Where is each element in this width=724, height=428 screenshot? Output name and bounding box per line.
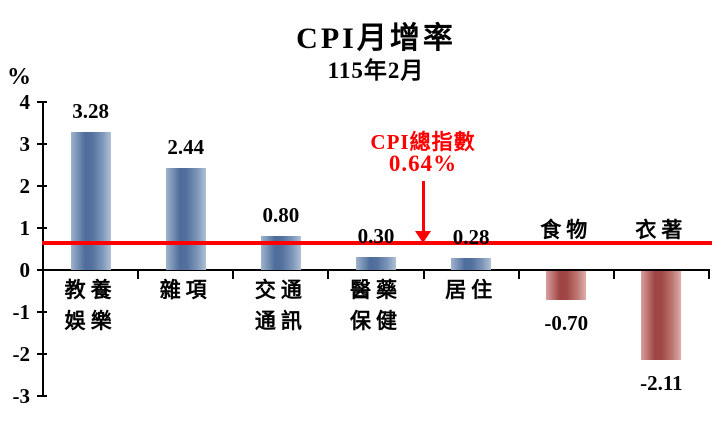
bar-value-label: -0.70 xyxy=(544,311,589,336)
category-label: 雜項 xyxy=(159,278,212,302)
y-axis-line xyxy=(42,101,44,396)
cpi-total-reference-line xyxy=(42,241,712,246)
y-tick-label: 2 xyxy=(19,174,31,198)
category-label: 居住 xyxy=(445,278,498,302)
y-tick-label: -1 xyxy=(12,300,31,324)
category-label: 保健 xyxy=(350,309,402,333)
y-tick-mark xyxy=(37,143,47,145)
category-label: 交通 xyxy=(254,278,307,302)
category-label: 娛樂 xyxy=(64,309,117,333)
y-tick-label: 1 xyxy=(19,216,31,240)
x-tick-mark xyxy=(137,270,140,279)
bar-居住 xyxy=(451,258,492,270)
reference-line-annotation-value: 0.64% xyxy=(388,151,458,176)
x-tick-mark xyxy=(327,270,330,279)
y-tick-label: -2 xyxy=(12,342,31,366)
x-tick-mark xyxy=(612,270,615,279)
bar-value-label: 0.28 xyxy=(452,225,490,250)
x-tick-mark xyxy=(422,270,425,279)
chart-title: CPI月增率 xyxy=(296,22,456,55)
bar-value-label: 3.28 xyxy=(72,99,109,124)
y-tick-mark xyxy=(37,353,47,355)
bar-value-label: 0.30 xyxy=(357,224,395,249)
category-label: 食物 xyxy=(540,218,593,242)
bar-食物 xyxy=(546,271,587,301)
bar-衣著 xyxy=(641,271,682,360)
x-tick-mark xyxy=(42,270,44,279)
y-tick-label: 4 xyxy=(19,90,31,114)
category-label: 通訊 xyxy=(254,309,307,333)
x-tick-mark xyxy=(232,270,235,279)
category-label: 醫藥 xyxy=(350,278,402,302)
y-tick-mark xyxy=(37,185,47,187)
x-tick-mark xyxy=(517,270,520,279)
x-tick-mark xyxy=(708,270,710,279)
y-axis-unit-label: % xyxy=(7,64,31,90)
y-tick-label: 0 xyxy=(19,258,31,282)
category-label: 衣著 xyxy=(635,218,688,242)
y-tick-label: 3 xyxy=(19,132,31,156)
bar-value-label: 2.44 xyxy=(167,134,205,159)
annotation-arrow-line xyxy=(422,181,425,231)
category-label: 教養 xyxy=(64,278,117,302)
y-tick-mark xyxy=(37,101,47,103)
bar-value-label: 0.80 xyxy=(262,203,300,228)
y-tick-label: -3 xyxy=(12,384,31,408)
y-tick-mark xyxy=(37,227,47,229)
x-axis-line xyxy=(42,269,710,271)
annotation-arrow-icon xyxy=(415,231,431,243)
reference-line-annotation-title: CPI總指數 xyxy=(370,130,476,154)
y-tick-mark xyxy=(37,395,47,397)
bar-教養娛樂 xyxy=(70,132,111,270)
y-tick-mark xyxy=(37,311,47,313)
chart-subtitle: 115年2月 xyxy=(327,58,425,83)
bar-醫藥保健 xyxy=(356,257,396,270)
bar-雜項 xyxy=(165,167,206,270)
bar-value-label: -2.11 xyxy=(640,370,683,395)
